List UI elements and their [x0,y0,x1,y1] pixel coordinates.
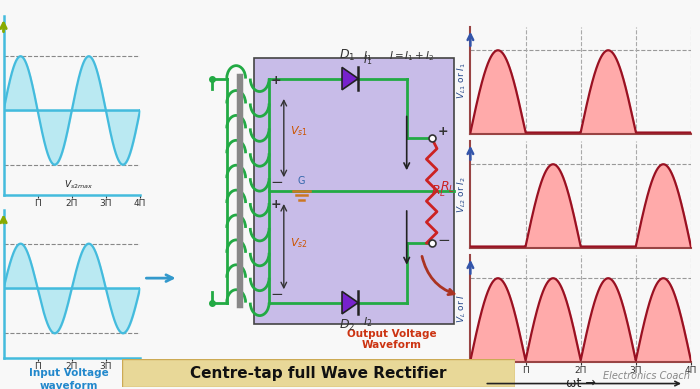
Text: G: G [297,176,304,186]
Text: Centre-tap full Wave Rectifier: Centre-tap full Wave Rectifier [190,366,447,380]
Text: +: + [271,198,281,211]
Text: Input Voltage
waveform: Input Voltage waveform [29,368,108,389]
Text: ωt →: ωt → [566,377,596,389]
FancyBboxPatch shape [122,359,514,387]
Text: $I = I_1 + I_2$: $I = I_1 + I_2$ [389,49,435,63]
Text: Electronics Coach: Electronics Coach [603,371,690,381]
Text: $D_2$: $D_2$ [339,318,356,333]
Text: Output Voltage
Waveform: Output Voltage Waveform [347,329,437,350]
FancyBboxPatch shape [254,58,454,324]
Text: +: + [438,124,448,138]
Text: $I_1$: $I_1$ [363,53,372,67]
Text: −: − [271,287,284,302]
Polygon shape [342,67,358,90]
Text: +: + [271,74,281,87]
Text: $R_L$: $R_L$ [440,180,455,195]
Text: $I_2$: $I_2$ [363,315,372,329]
Y-axis label: $V_{L2}$ or $I_2$: $V_{L2}$ or $I_2$ [455,176,468,213]
Y-axis label: $V_L$ or $I$: $V_L$ or $I$ [455,294,468,323]
Y-axis label: $V_{L1}$ or $I_1$: $V_{L1}$ or $I_1$ [455,62,468,99]
Text: $R_L$: $R_L$ [431,184,446,199]
Text: $V_{s2max}$: $V_{s2max}$ [64,178,92,191]
Text: $I_1$: $I_1$ [363,49,372,63]
Text: $D_1$: $D_1$ [339,48,356,63]
Polygon shape [342,291,358,314]
Text: $-V_{s2max}$: $-V_{s2max}$ [24,387,61,389]
Text: −: − [271,175,284,190]
Text: −: − [438,233,450,248]
Text: $V_{s2}$: $V_{s2}$ [290,237,307,251]
Text: $V_{s1}$: $V_{s1}$ [290,124,307,138]
Text: $-V_{s1max}$: $-V_{s1max}$ [24,225,61,237]
